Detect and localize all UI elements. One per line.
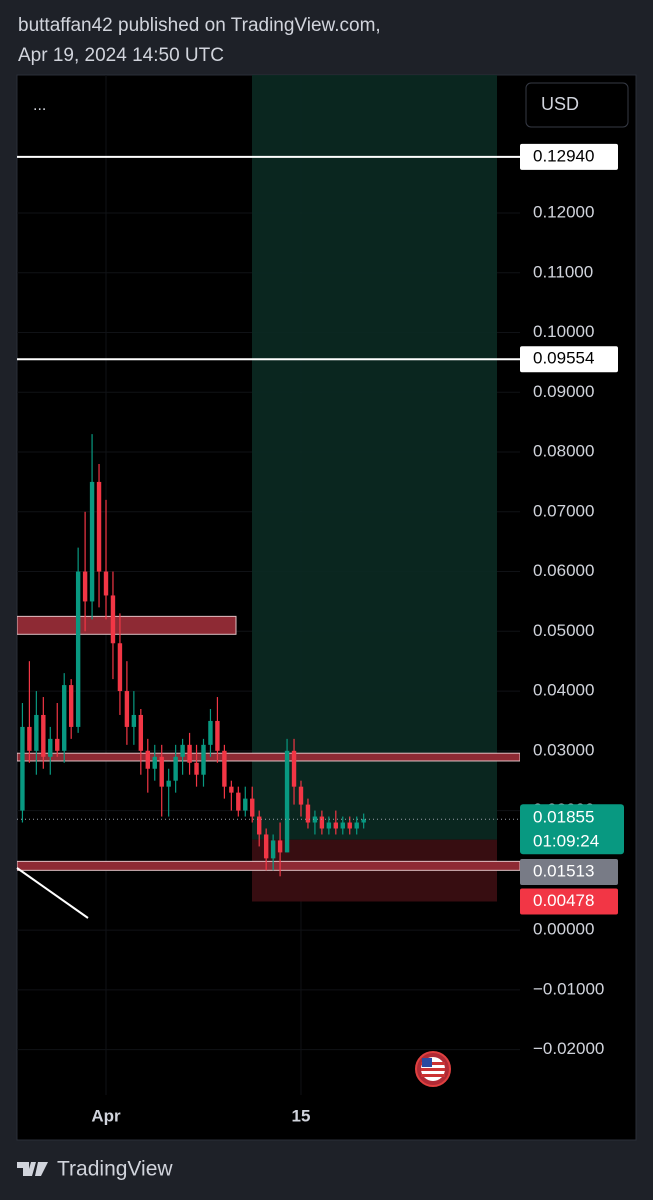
candle-body (166, 780, 171, 787)
header-line: Apr 19, 2024 14:50 UTC (18, 45, 224, 66)
candle-body (62, 685, 67, 751)
y-tick-label: 0.06000 (533, 561, 594, 580)
candle-body (34, 714, 39, 751)
stop-box (520, 888, 618, 915)
candle-body (117, 643, 123, 692)
candle-body (312, 816, 318, 823)
y-tick-label: 0.12000 (533, 203, 594, 222)
candle-body (159, 756, 164, 787)
candle-body (194, 762, 199, 775)
candle-body (263, 834, 269, 859)
candle-body (340, 822, 345, 829)
candle-body (333, 822, 339, 829)
logo[interactable]: TradingView (17, 1158, 173, 1181)
candle-body (41, 714, 46, 757)
candle-body (187, 744, 192, 763)
trend-line (16, 867, 89, 919)
candle-body (243, 798, 248, 811)
flag-icon[interactable] (415, 1051, 451, 1087)
x-tick-label: 15 (292, 1106, 311, 1125)
price-label-box (520, 346, 618, 373)
candle-body (257, 816, 262, 835)
y-tick-label: 0.00000 (533, 920, 594, 939)
price-axis: −0.02000−0.010000.000000.010000.020000.0… (520, 143, 624, 1058)
candle-body (89, 481, 95, 602)
y-tick-label: 0.10000 (533, 322, 594, 341)
candle-body (305, 804, 311, 823)
candle-body (236, 792, 241, 811)
candle-body (131, 714, 137, 727)
candle-body (347, 822, 352, 829)
price-label-box (520, 143, 618, 170)
header-line: buttaffan42 published on TradingView.com… (18, 15, 381, 36)
candle-body (20, 726, 25, 811)
last-price-box (520, 804, 624, 855)
candle-body (215, 720, 220, 751)
currency-label[interactable]: USD (541, 94, 579, 114)
y-tick-label: 0.08000 (533, 442, 594, 461)
menu[interactable]: ... (33, 97, 46, 114)
y-tick-label: 0.07000 (533, 501, 594, 520)
candle-body (180, 744, 185, 757)
candle-body (55, 738, 60, 751)
candle-body (124, 691, 130, 727)
candle-body (229, 786, 234, 793)
candle-body (354, 822, 359, 829)
candle-body (222, 750, 227, 787)
plot (17, 75, 520, 1095)
y-tick-label: 0.11000 (533, 262, 593, 281)
candle-body (277, 840, 283, 853)
x-tick-label: Apr (91, 1106, 121, 1125)
currency-button[interactable] (525, 82, 629, 128)
candle-body (152, 756, 157, 769)
stop-label: 0.00478 (533, 891, 594, 910)
candle-body (173, 756, 178, 781)
y-tick-label: −0.01000 (533, 979, 604, 998)
zone (17, 752, 520, 762)
candle-body (96, 481, 102, 572)
candle-body (298, 786, 304, 805)
y-tick-label: 0.09000 (533, 382, 594, 401)
candle-body (208, 720, 213, 745)
y-tick-label: −0.02000 (533, 1039, 604, 1058)
candle-body (291, 750, 297, 787)
y-tick-label: 0.04000 (533, 681, 594, 700)
entry-label: 0.01513 (533, 861, 594, 880)
candle-body (201, 744, 206, 775)
candle-body (270, 840, 276, 859)
candle-body (103, 571, 109, 596)
candle-body (27, 726, 32, 751)
target-zone (252, 75, 497, 840)
candle-body (319, 816, 325, 829)
candle-body (110, 595, 116, 644)
candle-body (250, 798, 255, 817)
zone (17, 860, 520, 871)
entry-box (520, 859, 618, 885)
zone (17, 615, 237, 635)
y-tick-label: 0.05000 (533, 621, 594, 640)
candle-body (68, 685, 74, 727)
candle-body (145, 750, 150, 769)
logo-text[interactable]: TradingView (57, 1158, 173, 1181)
candle-body (48, 738, 53, 757)
candle-body (75, 571, 81, 727)
candle-body (361, 819, 366, 823)
y-tick-label: 0.03000 (533, 740, 594, 759)
last-price-label: 0.01855 (533, 808, 594, 827)
price-label: 0.12940 (533, 146, 594, 165)
candle-body (82, 571, 88, 602)
candle-body (326, 822, 332, 829)
price-label: 0.09554 (533, 349, 594, 368)
candle-body (284, 750, 290, 853)
countdown-label: 01:09:24 (533, 832, 599, 851)
candle-body (138, 714, 144, 751)
